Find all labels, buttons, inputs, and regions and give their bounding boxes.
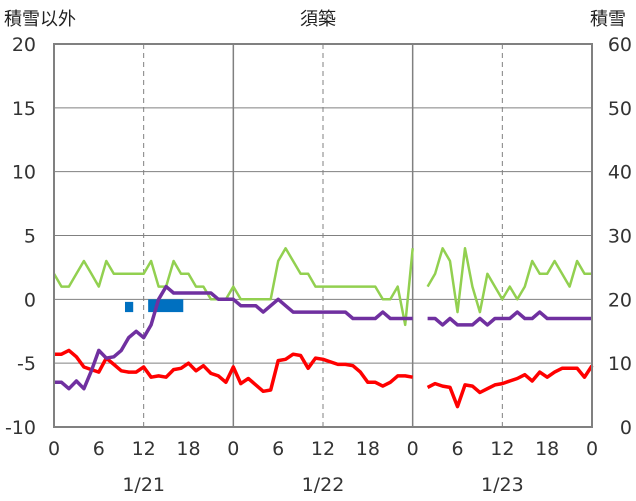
y-left-tick-label: 5 xyxy=(24,226,36,248)
x-tick-label: 6 xyxy=(451,438,463,460)
y-left-tick-label: 10 xyxy=(12,162,36,184)
y-left-tick-label: 0 xyxy=(24,289,36,311)
y-right-tick-label: 40 xyxy=(608,162,632,184)
y-right-tick-label: 60 xyxy=(608,34,632,56)
y-right-tick-label: 20 xyxy=(608,289,632,311)
right-axis-title: 積雪 xyxy=(590,9,626,30)
date-label: 1/23 xyxy=(481,474,524,496)
series-lines xyxy=(52,247,594,409)
series-line-red xyxy=(54,348,594,409)
blue-bar xyxy=(148,299,184,313)
x-tick-label: 18 xyxy=(356,438,380,460)
chart-title: 須築 xyxy=(300,9,336,30)
date-label: 1/21 xyxy=(122,474,165,496)
x-tick-label: 12 xyxy=(132,438,156,460)
y-left-tick-label: -5 xyxy=(17,353,36,375)
y-right-tick-label: 50 xyxy=(608,98,632,120)
grid xyxy=(54,44,592,427)
series-line-purple xyxy=(54,284,592,391)
y-right-tick-label: 30 xyxy=(608,226,632,248)
x-tick-label: 12 xyxy=(311,438,335,460)
left-axis-title: 積雪以外 xyxy=(4,9,76,30)
y-right-tick-label: 0 xyxy=(620,417,632,439)
date-label: 1/22 xyxy=(302,474,345,496)
x-tick-label: 6 xyxy=(93,438,105,460)
x-tick-label: 0 xyxy=(227,438,239,460)
x-tick-label: 0 xyxy=(586,438,598,460)
x-tick-label: 0 xyxy=(48,438,60,460)
series-line-green xyxy=(52,247,592,327)
y-left-tick-label: -10 xyxy=(5,417,36,439)
y-right-tick-label: 10 xyxy=(608,353,632,375)
x-tick-label: 6 xyxy=(272,438,284,460)
y-left-tick-label: 20 xyxy=(12,34,36,56)
x-tick-label: 18 xyxy=(176,438,200,460)
plot-frame xyxy=(53,43,593,428)
x-tick-label: 0 xyxy=(407,438,419,460)
x-tick-label: 18 xyxy=(535,438,559,460)
x-tick-label: 12 xyxy=(490,438,514,460)
y-left-tick-label: 15 xyxy=(12,98,36,120)
blue-bar xyxy=(124,301,134,313)
